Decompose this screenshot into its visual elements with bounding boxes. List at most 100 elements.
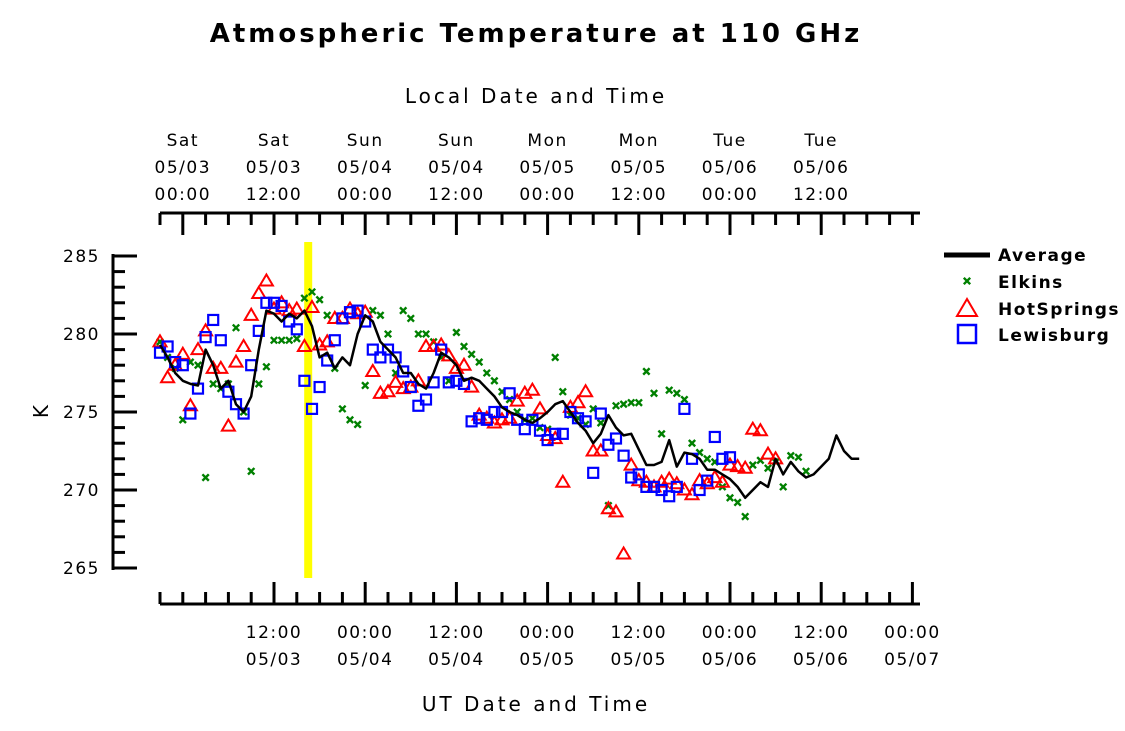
x-top-tick-day: Tue	[803, 131, 838, 151]
legend: Average Elkins HotSprings Lewisburg	[944, 246, 1120, 346]
lewisburg-point	[412, 399, 425, 412]
hotsprings-point	[242, 306, 260, 321]
elkins-point	[376, 311, 385, 320]
x-bottom-tick-time: 00:00	[337, 623, 394, 643]
elkins-point	[285, 336, 294, 345]
lewisburg-point	[404, 380, 417, 394]
elkins-point	[611, 401, 621, 410]
lewisburg-point	[252, 324, 265, 337]
lewisburg-point	[229, 398, 243, 411]
elkins-point	[467, 350, 476, 359]
x-top-tick-day: Tue	[712, 131, 747, 151]
lewisburg-point	[184, 407, 197, 420]
lewisburg-point	[450, 374, 463, 387]
hotsprings-point	[387, 373, 404, 388]
x-bottom-tick-date: 05/06	[793, 650, 850, 670]
x-bottom-tick-date: 05/05	[611, 650, 668, 670]
legend-lewisburg-swatch	[956, 323, 978, 345]
lewisburg-point	[640, 480, 653, 493]
elkins-point	[490, 376, 499, 385]
elkins-point	[642, 367, 651, 376]
x-top-tick-day: Sun	[347, 131, 384, 151]
elkins-point	[399, 306, 408, 315]
lewisburg-point	[397, 365, 410, 378]
lewisburg-point	[237, 407, 250, 420]
x-top-tick-time: 12:00	[428, 185, 485, 205]
lewisburg-point	[518, 423, 531, 436]
lewisburg-point	[275, 299, 288, 313]
lewisburg-point	[503, 387, 516, 400]
lewisburg-point	[305, 402, 319, 415]
x-top-tick-day: Mon	[619, 131, 659, 151]
x-axis-bottom-title: UT Date and Time	[422, 692, 650, 716]
elkins-point	[665, 386, 674, 395]
legend-label: Average	[998, 246, 1087, 266]
x-bottom-tick-time: 12:00	[611, 623, 668, 643]
elkins-point	[383, 329, 393, 339]
hotsprings-point	[235, 338, 252, 353]
elkins-point	[247, 467, 256, 476]
hotsprings-point	[752, 422, 769, 437]
hotsprings-point	[250, 284, 268, 299]
lewisburg-point	[617, 449, 630, 462]
x-top-tick-time: 00:00	[337, 185, 394, 205]
elkins-point	[680, 395, 689, 404]
x-bottom-tick-date: 05/03	[246, 650, 303, 670]
elkins-point	[672, 389, 681, 398]
lewisburg-point	[480, 413, 493, 426]
x-top-tick-day: Mon	[527, 131, 567, 151]
hotsprings-point	[455, 356, 473, 371]
lewisburg-point	[708, 430, 721, 444]
hotsprings-point	[296, 338, 313, 353]
elkins-point	[687, 439, 697, 448]
elkins-point	[551, 353, 560, 362]
legend-label: Lewisburg	[998, 326, 1110, 346]
x-top-tick-day: Sun	[438, 131, 475, 151]
x-top-tick-date: 05/04	[428, 158, 485, 178]
axes: Sat 05/03 00:00 Sat 05/03 12:00 Sun 05/04 00:00 S…	[63, 131, 939, 670]
x-top-tick-day: Sat	[167, 131, 199, 151]
elkins-point	[277, 336, 286, 345]
x-bottom-tick-time: 12:00	[793, 623, 850, 643]
lewisburg-point	[207, 313, 220, 327]
lewisburg-point	[298, 374, 311, 387]
hotsprings-point	[379, 383, 397, 398]
x-bottom-tick-date: 05/06	[702, 650, 759, 670]
hotsprings-point	[288, 300, 306, 315]
hotsprings-point	[615, 545, 632, 560]
x-top-tick-day: Sat	[258, 131, 290, 151]
x-top-tick-date: 05/05	[611, 158, 668, 178]
legend-label: Elkins	[998, 273, 1064, 293]
highlight-bar	[304, 242, 313, 578]
lewisburg-point	[328, 334, 341, 347]
chart-title: Atmospheric Temperature at 110 GHz	[210, 19, 863, 49]
elkins-point	[254, 379, 263, 388]
hotsprings-point	[159, 369, 176, 384]
hotsprings-point	[759, 445, 777, 460]
lewisburg-point	[541, 433, 554, 447]
x-top-tick-date: 05/04	[337, 158, 394, 178]
x-top-tick-time: 12:00	[611, 185, 668, 205]
lewisburg-point	[579, 415, 592, 428]
lewisburg-point	[602, 438, 615, 451]
hotsprings-point	[258, 272, 275, 287]
elkins-point	[794, 453, 803, 462]
elkins-point	[619, 400, 628, 409]
hotsprings-point	[524, 381, 541, 396]
x-top-tick-time: 12:00	[246, 185, 303, 205]
lewisburg-point	[343, 306, 357, 319]
elkins-point	[634, 398, 643, 407]
lewisburg-point	[609, 432, 623, 445]
elkins-point	[269, 336, 279, 345]
lewisburg-point	[442, 376, 455, 389]
elkins-point	[353, 420, 362, 429]
lewisburg-point	[161, 340, 174, 353]
hotsprings-point	[197, 322, 214, 337]
lewisburg-point	[587, 466, 600, 479]
lewisburg-point	[313, 380, 326, 394]
elkins-point	[649, 389, 659, 398]
elkins-point	[657, 429, 666, 438]
elkins-point	[345, 415, 355, 424]
legend-label: HotSprings	[998, 300, 1120, 320]
